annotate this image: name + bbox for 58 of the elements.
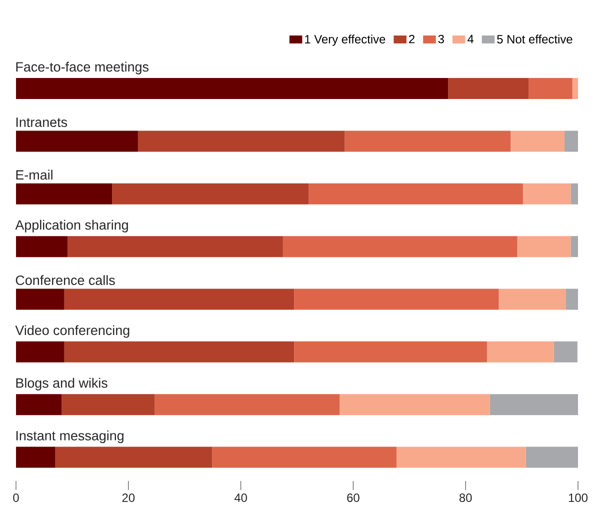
bar: [344, 130, 511, 152]
bar: [154, 394, 340, 416]
y-tick-label: Video conferencing: [15, 325, 130, 338]
legend-label: 5 Not effective: [497, 34, 572, 44]
bar: [64, 288, 294, 310]
bar: [294, 288, 499, 310]
bar: [396, 446, 526, 468]
x-tick-label: 20: [122, 494, 135, 502]
y-tick-label: Intranets: [16, 118, 68, 127]
bar: [68, 236, 283, 258]
bar: [16, 288, 64, 310]
bar: [16, 130, 138, 152]
bar: [62, 394, 155, 416]
x-tick-label: 60: [347, 494, 360, 502]
bar: [572, 78, 578, 100]
bar: [308, 183, 523, 204]
y-tick-label: Instant messaging: [16, 430, 124, 444]
bar: [16, 341, 64, 362]
bar: [510, 130, 565, 152]
bar: [528, 78, 572, 100]
bar: [498, 288, 566, 310]
y-tick-label: Conference calls: [16, 275, 115, 286]
y-tick-label: Face-to-face meetings: [16, 62, 148, 74]
bar: [340, 394, 490, 416]
bar: [294, 341, 487, 362]
bar: [566, 288, 578, 310]
bar: [16, 183, 112, 204]
bar: [554, 341, 578, 362]
legend-label: 1 Very effective: [305, 34, 386, 46]
bar: [16, 446, 56, 468]
bar: [522, 183, 571, 204]
x-tick-label: 0: [13, 494, 19, 502]
bar: [212, 446, 396, 468]
legend-label: 2: [409, 34, 414, 44]
bar: [55, 446, 212, 468]
bar: [64, 341, 294, 362]
bar: [570, 236, 578, 258]
y-tick-label: E-mail: [16, 170, 52, 180]
bar: [16, 78, 448, 100]
legend-label: 4: [468, 34, 474, 44]
y-tick-label: Application sharing: [15, 220, 128, 232]
bar: [448, 78, 529, 100]
x-tick-label: 80: [459, 494, 472, 502]
legend-label: 3: [438, 34, 444, 44]
bar: [16, 236, 68, 258]
bar: [16, 394, 62, 416]
bar: [486, 341, 554, 362]
bar: [564, 130, 578, 152]
bar: [570, 183, 578, 204]
x-tick-label: 40: [234, 494, 247, 502]
x-tick-label: 100: [568, 494, 588, 502]
bar: [112, 183, 309, 204]
bar: [490, 394, 578, 416]
bar: [282, 236, 518, 258]
bar: [138, 130, 345, 152]
y-tick-label: Blogs and wikis: [16, 378, 108, 390]
bar: [517, 236, 571, 258]
bar: [526, 446, 578, 468]
